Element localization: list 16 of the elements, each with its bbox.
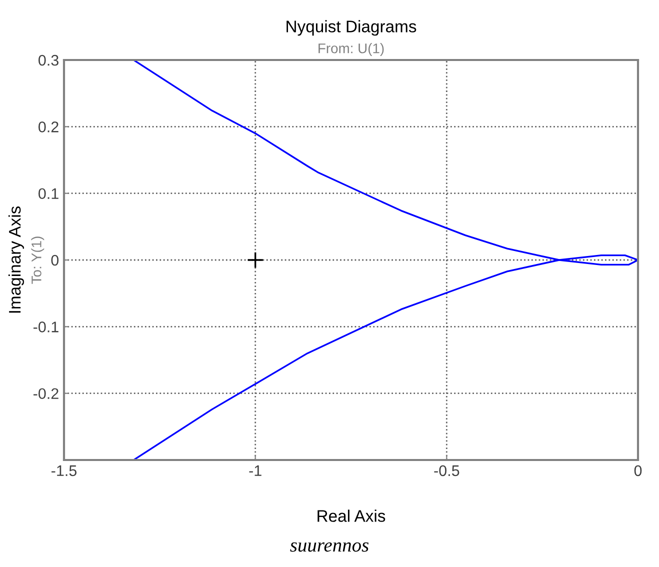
y-axis-title: Imaginary Axis	[8, 206, 24, 313]
x-tick-label: 0	[634, 465, 642, 476]
x-tick-label: -1.5	[52, 465, 77, 476]
chart-title: Nyquist Diagrams	[286, 20, 416, 36]
y-tick-label: 0	[51, 254, 59, 266]
y-tick-label: 0.2	[38, 122, 58, 132]
x-tick-label: -1	[249, 465, 262, 476]
y-tick-label: -0.1	[33, 322, 58, 332]
text: suurennos	[290, 542, 369, 552]
y-tick-label: -0.2	[33, 388, 58, 400]
y-tick-label: 0.1	[38, 188, 58, 200]
chart-subtitle: From: U(1)	[318, 43, 384, 56]
text: To: Y(1)	[31, 236, 44, 284]
x-tick-label: -0.5	[434, 465, 460, 476]
y-tick-label: 0.3	[38, 54, 58, 66]
x-axis-title: Real Axis	[318, 510, 386, 522]
